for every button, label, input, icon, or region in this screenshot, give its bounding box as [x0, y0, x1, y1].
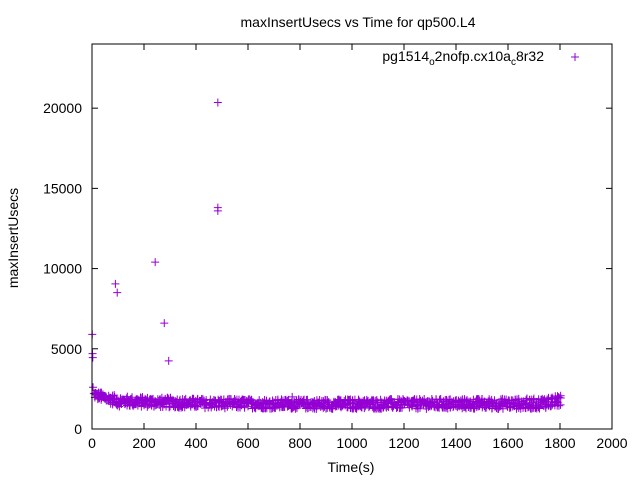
data-point: [498, 404, 507, 413]
legend: pg1514o2nofp.cx10ac8r32: [382, 48, 579, 68]
data-point: [509, 400, 518, 409]
legend-marker: [571, 53, 579, 61]
x-tick-label: 0: [88, 435, 96, 451]
x-tick-label: 1000: [336, 435, 367, 451]
data-point: [327, 404, 336, 413]
data-point: [498, 394, 507, 403]
x-tick-label: 600: [236, 435, 260, 451]
data-point: [371, 396, 380, 405]
data-point: [556, 400, 565, 409]
data-point-outlier: [213, 98, 222, 107]
data-point: [240, 403, 249, 412]
data-point: [428, 397, 437, 406]
data-point-outlier: [213, 206, 222, 215]
data-point-outlier: [113, 288, 122, 297]
x-tick-label: 800: [288, 435, 312, 451]
y-axis-label: maxInsertUsecs: [5, 188, 21, 288]
data-point-outlier: [164, 356, 173, 365]
x-tick-label: 1600: [492, 435, 523, 451]
data-point: [556, 394, 565, 403]
x-tick-label: 400: [184, 435, 208, 451]
data-point-outlier: [88, 353, 97, 362]
y-tick-label: 0: [74, 421, 82, 437]
x-tick-label: 1800: [544, 435, 575, 451]
x-tick-label: 2000: [596, 435, 627, 451]
legend-marker-symbol: [571, 53, 579, 61]
data-point: [416, 403, 425, 412]
data-point-outlier: [288, 392, 297, 401]
y-tick-label: 5000: [51, 341, 82, 357]
legend-label: pg1514o2nofp.cx10ac8r32: [382, 48, 544, 68]
plot-frame: [91, 43, 613, 430]
data-point: [360, 404, 369, 413]
x-axis-ticks: 0 200 400 600 800 1000 1200 1400 1600 1800 2000: [88, 44, 628, 451]
data-point: [546, 402, 555, 411]
x-tick-label: 1400: [440, 435, 471, 451]
x-tick-label: 200: [132, 435, 156, 451]
data-point-outlier: [111, 279, 120, 288]
y-axis-ticks: 0 5000 10000 15000 20000: [43, 100, 612, 437]
x-tick-label: 1200: [388, 435, 419, 451]
data-point: [444, 398, 453, 407]
chart-title: maxInsertUsecs vs Time for qp500.L4: [241, 14, 476, 30]
data-point-outlier: [89, 383, 98, 392]
y-tick-label: 10000: [43, 261, 82, 277]
y-tick-label: 15000: [43, 180, 82, 196]
data-point: [534, 403, 543, 412]
data-points: [88, 98, 565, 413]
y-tick-label: 20000: [43, 100, 82, 116]
data-point-outlier: [151, 258, 160, 267]
data-point-outlier: [160, 319, 169, 328]
x-axis-label: Time(s): [328, 459, 375, 475]
data-point: [535, 404, 544, 413]
